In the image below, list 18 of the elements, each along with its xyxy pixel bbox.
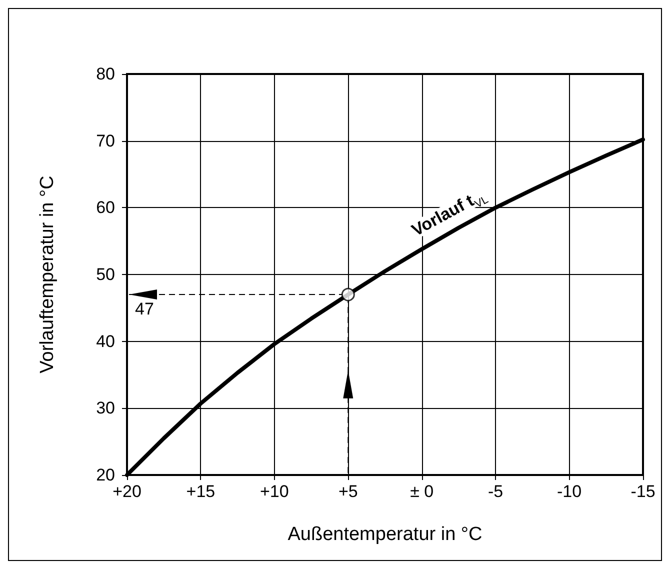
y-tick-label: 20 bbox=[96, 466, 115, 484]
x-tick-label: -5 bbox=[488, 482, 504, 501]
x-tick-label: -10 bbox=[556, 482, 582, 501]
x-tick-label: +20 bbox=[112, 482, 142, 501]
x-tick-label: -15 bbox=[630, 482, 656, 501]
y-tick-label: 60 bbox=[96, 198, 115, 218]
y-tick-label: 40 bbox=[96, 332, 115, 351]
x-axis-title: Außentemperatur in °C bbox=[288, 524, 482, 545]
y-axis-title: Vorlauftemperatur in °C bbox=[37, 176, 58, 374]
y-tick-label: 30 bbox=[96, 398, 115, 418]
y-tick-label: 80 bbox=[96, 64, 115, 84]
annotation: 47 bbox=[135, 300, 154, 319]
y-tick-label: 70 bbox=[96, 131, 115, 150]
x-tick-label: +10 bbox=[260, 482, 289, 501]
x-tick-label: ± 0 bbox=[410, 482, 434, 501]
x-tick-label: +5 bbox=[338, 482, 358, 501]
y-tick-label: 50 bbox=[96, 265, 115, 284]
x-tick-label: +15 bbox=[186, 482, 216, 501]
